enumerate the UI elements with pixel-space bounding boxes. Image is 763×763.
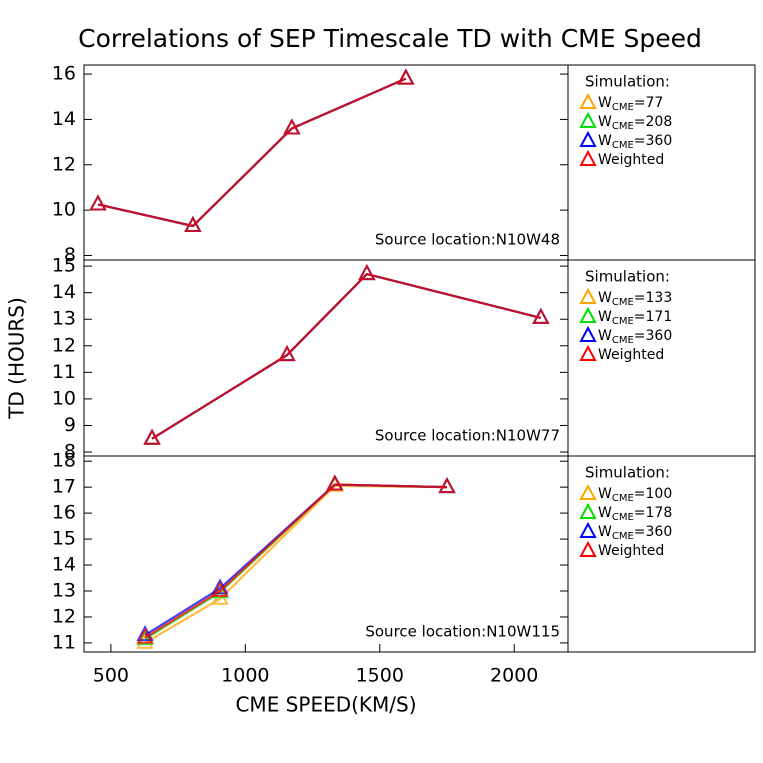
marker [397, 68, 415, 85]
legend-marker [579, 306, 597, 323]
y-tick-label: 14 [52, 554, 76, 576]
series-line [151, 272, 542, 440]
y-tick-label: 16 [52, 502, 76, 524]
marker [136, 625, 154, 642]
legend-marker [579, 92, 597, 109]
y-tick-label: 11 [52, 631, 76, 653]
legend-marker [579, 502, 597, 519]
annotation: Source location:N10W48 [375, 231, 560, 249]
legend-label: Weighted [598, 543, 664, 559]
legend-marker [579, 344, 597, 361]
x-tick-label: 2000 [490, 665, 538, 687]
y-tick-label: 10 [52, 199, 76, 221]
y-tick-label: 13 [52, 308, 76, 330]
legend-label: WCME=100 [598, 486, 672, 504]
x-tick-label: 1000 [221, 665, 269, 687]
legend-title: Simulation: [585, 73, 670, 91]
y-tick-label: 14 [52, 108, 76, 130]
x-tick-label: 500 [93, 665, 129, 687]
y-tick-label: 18 [52, 450, 76, 472]
series-line [97, 77, 407, 228]
legend-title: Simulation: [585, 464, 670, 482]
marker [211, 580, 229, 597]
marker [278, 344, 296, 362]
legend-label: WCME=360 [598, 133, 672, 151]
legend-marker [579, 130, 597, 147]
x-tick-label: 1500 [356, 665, 404, 687]
marker [136, 632, 154, 649]
marker [143, 428, 161, 445]
legend-label: WCME=171 [598, 309, 672, 327]
y-tick-label: 17 [52, 476, 76, 498]
marker [184, 215, 202, 232]
y-tick-label: 15 [52, 255, 76, 277]
y-tick-label: 8 [64, 244, 76, 266]
chart-title: Correlations of SEP Timescale TD with CM… [78, 24, 702, 53]
legend-label: Weighted [598, 152, 664, 168]
marker [89, 194, 107, 211]
y-tick-label: 13 [52, 579, 76, 601]
legend-marker [579, 287, 597, 304]
y-tick-label: 9 [64, 414, 76, 436]
y-tick-label: 8 [64, 441, 76, 463]
series-line [144, 483, 448, 639]
legend-label: WCME=360 [598, 328, 672, 346]
legend-marker [579, 540, 597, 557]
series-line [151, 272, 542, 440]
series-line [151, 272, 542, 440]
legend-label: WCME=77 [598, 95, 663, 113]
y-tick-label: 12 [52, 605, 76, 627]
legend-label: WCME=133 [598, 290, 672, 308]
y-tick-label: 14 [52, 281, 76, 303]
legend-marker [579, 111, 597, 128]
legend-marker [579, 325, 597, 342]
series-line [97, 77, 407, 228]
legend-title: Simulation: [585, 268, 670, 286]
marker [326, 474, 344, 491]
marker [438, 477, 456, 494]
y-tick-label: 11 [52, 361, 76, 383]
legend-label: WCME=360 [598, 524, 672, 542]
series-line [144, 484, 448, 644]
x-axis-label: CME SPEED(KM/S) [235, 693, 416, 717]
y-tick-label: 10 [52, 387, 76, 409]
legend-label: Weighted [598, 347, 664, 363]
legend-label: WCME=208 [598, 114, 672, 132]
series-line [151, 272, 542, 440]
series-line [97, 77, 407, 228]
annotation: Source location:N10W77 [375, 427, 560, 445]
legend-marker [579, 521, 597, 538]
y-axis-label: TD (HOURS) [5, 297, 29, 420]
marker [532, 307, 550, 324]
legend-marker [579, 149, 597, 166]
marker [358, 263, 376, 281]
marker [283, 118, 301, 135]
legend-frame [567, 455, 756, 653]
y-tick-label: 12 [52, 153, 76, 175]
y-tick-label: 12 [52, 334, 76, 356]
annotation: Source location:N10W115 [365, 623, 560, 641]
series-line [97, 77, 407, 228]
y-tick-label: 15 [52, 528, 76, 550]
marker [136, 627, 154, 644]
legend-marker [579, 483, 597, 500]
series-line [144, 483, 448, 637]
legend-label: WCME=178 [598, 505, 672, 523]
y-tick-label: 16 [52, 63, 76, 85]
